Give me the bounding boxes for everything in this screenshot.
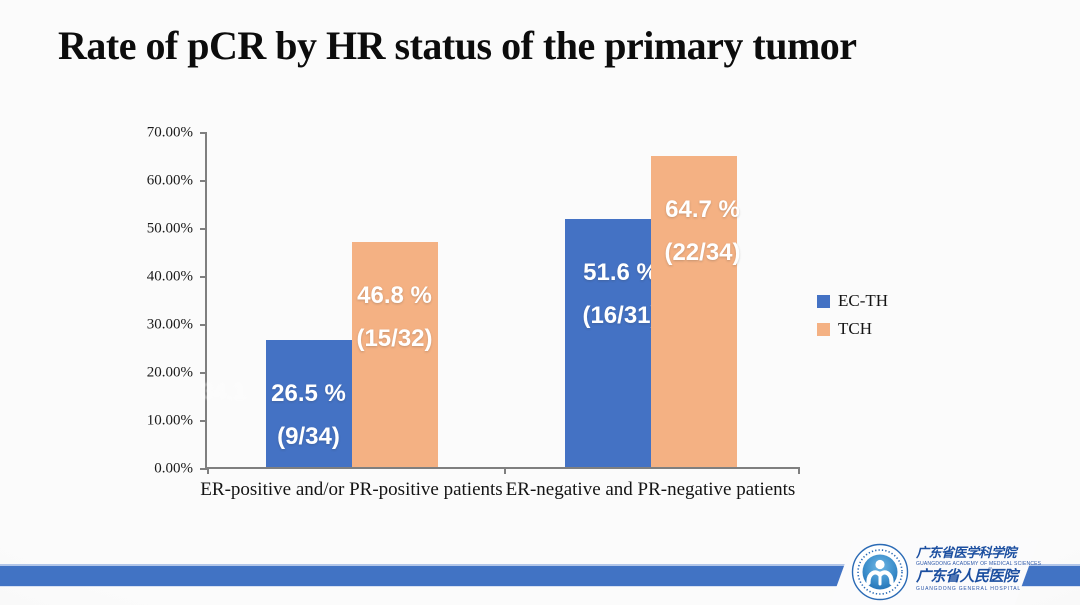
y-tick-mark <box>200 468 207 470</box>
ghost-artifact-label: 34.1 <box>201 378 246 404</box>
y-tick-mark <box>200 372 207 374</box>
legend-item-tch: TCH <box>817 319 888 338</box>
y-tick-label: 0.00% <box>154 460 193 477</box>
slide-title: Rate of pCR by HR status of the primary … <box>58 23 857 68</box>
y-tick-label: 20.00% <box>146 364 193 381</box>
logo-en-line2: GUANGDONG GENERAL HOSPITAL <box>916 586 1021 592</box>
legend-item-ec-th: EC-TH <box>817 291 889 310</box>
bar-ec-th-group1 <box>265 339 352 467</box>
y-tick-label: 50.00% <box>146 220 193 237</box>
bar-ec-th-group2 <box>564 219 651 467</box>
bar-tch-group1 <box>351 242 438 467</box>
y-tick-mark <box>200 180 207 182</box>
plot-area: 0.00% 10.00% 20.00% 30.00% 40.00% 50.00% 60.00… <box>147 125 800 500</box>
legend-label: TCH <box>838 319 872 338</box>
y-tick-mark <box>200 228 207 230</box>
logo-cn-line2: 广东省人民医院 <box>916 569 1018 585</box>
y-tick-label: 70.00% <box>146 124 193 141</box>
y-tick-label: 30.00% <box>146 316 193 333</box>
logo-cn-line1: 广东省医学科学院 <box>916 545 1017 560</box>
category-label: ER-negative and PR-negative patients <box>505 479 796 500</box>
y-tick-mark <box>200 420 207 422</box>
chart-legend: EC-TH TCH <box>817 291 889 348</box>
legend-swatch-icon <box>817 294 830 308</box>
bar-value-label: 46.8 % (15/32) <box>356 282 433 353</box>
bar-value-label: 26.5 % (9/34) <box>271 379 346 450</box>
y-tick-label: 40.00% <box>146 268 193 285</box>
category-label: ER-positive and/or PR-positive patients <box>200 479 503 500</box>
footer-accent-bar <box>0 564 1080 587</box>
y-tick-mark <box>200 276 207 278</box>
hospital-logo-icon <box>851 543 909 601</box>
logo-en-line1: GUANGDONG ACADEMY OF MEDICAL SCIENCES <box>916 561 1042 567</box>
x-tick-mark <box>503 467 506 474</box>
y-tick-label: 60.00% <box>146 172 193 189</box>
logo-registered-mark: ® <box>988 568 993 574</box>
y-tick-label: 10.00% <box>146 412 193 429</box>
legend-label: EC-TH <box>838 291 889 310</box>
bar-value-label: 64.7 % (22/34) <box>664 196 741 267</box>
y-tick-mark <box>200 324 207 326</box>
y-tick-mark <box>200 132 207 134</box>
x-tick-mark <box>207 467 209 474</box>
bar-value-label: 51.6 % (16/31) <box>582 259 659 330</box>
x-tick-mark <box>798 467 800 474</box>
bar-tch-group2 <box>650 156 737 467</box>
hospital-logo-text: 广东省医学科学院 GUANGDONG ACADEMY OF MEDICAL SC… <box>916 545 1042 593</box>
legend-swatch-icon <box>817 322 830 336</box>
